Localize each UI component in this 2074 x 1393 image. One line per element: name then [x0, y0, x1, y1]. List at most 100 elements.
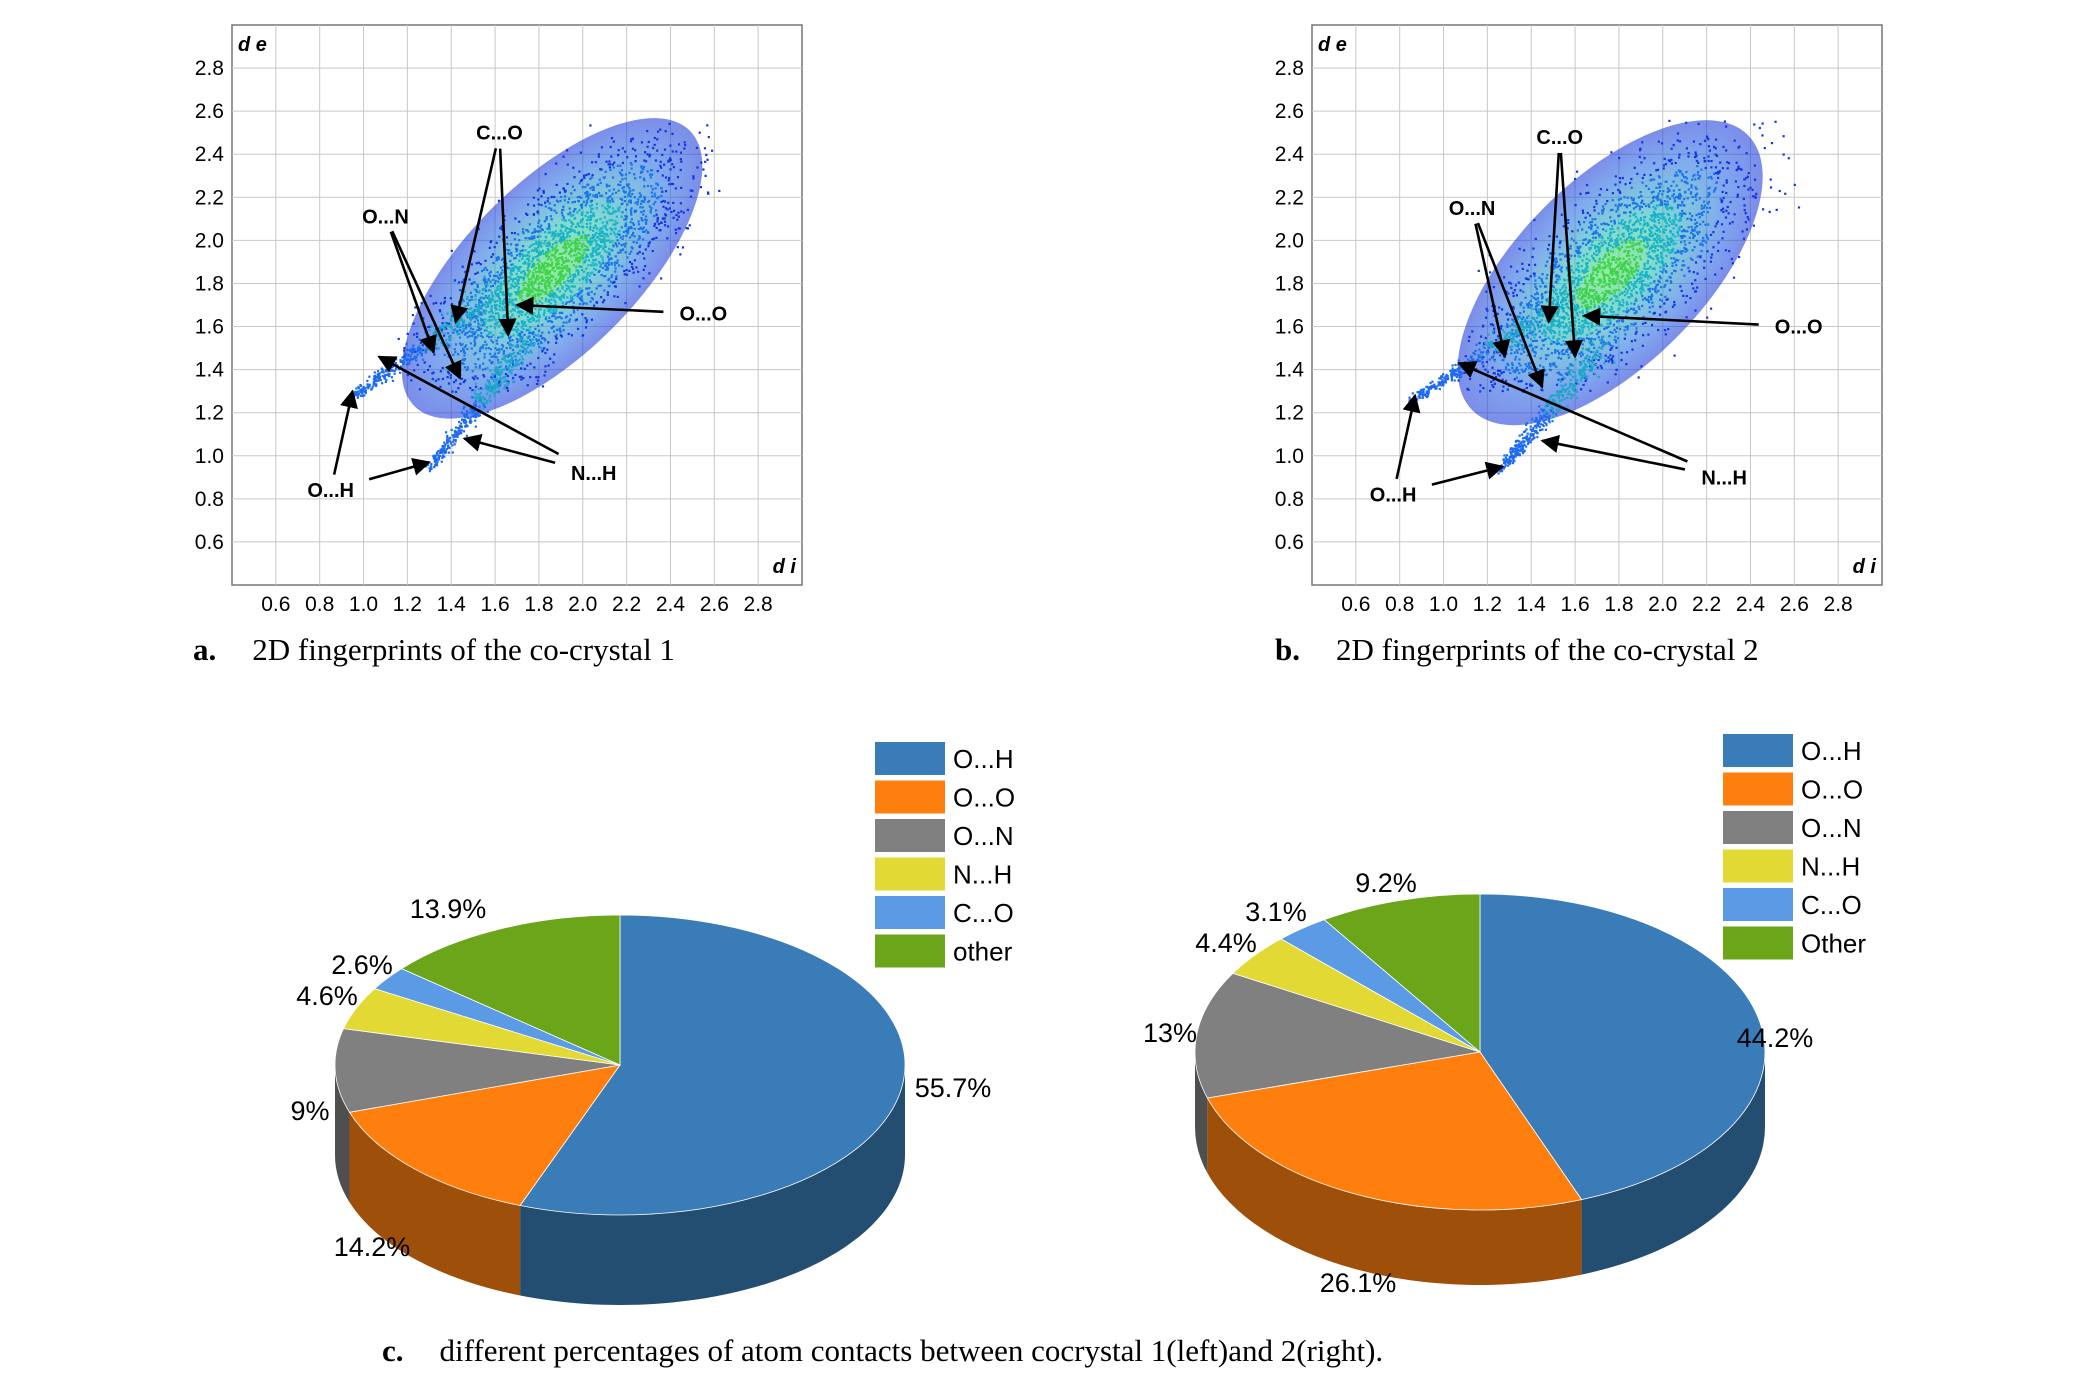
fingerprint-point: [514, 373, 517, 377]
fingerprint-spike-point: [413, 355, 416, 358]
fingerprint-point: [568, 272, 572, 275]
fingerprint-point: [1686, 217, 1689, 220]
fingerprint-point: [1602, 312, 1605, 315]
annotation-arrow: [368, 457, 432, 481]
fingerprint-point: [587, 172, 590, 176]
fingerprint-spike-point: [423, 331, 427, 334]
fingerprint-point: [1541, 297, 1544, 300]
fingerprint-point: [539, 334, 542, 338]
fingerprint-point: [611, 219, 614, 222]
fingerprint-point: [487, 336, 491, 339]
fingerprint-point: [1555, 324, 1559, 327]
fingerprint-point: [526, 262, 529, 265]
fingerprint-point: [581, 300, 584, 303]
fingerprint-point: [474, 385, 478, 388]
fingerprint-point: [1607, 223, 1610, 226]
fingerprint-point: [591, 247, 594, 250]
fingerprint-point: [1668, 217, 1671, 220]
fingerprint-point: [1706, 195, 1709, 198]
fingerprint-point: [1599, 364, 1602, 368]
fingerprint-point: [672, 216, 675, 220]
fingerprint-point: [536, 211, 539, 214]
fingerprint-point: [580, 265, 583, 268]
fingerprint-point: [638, 250, 641, 254]
fingerprint-spike-point: [468, 308, 471, 311]
fingerprint-point: [498, 235, 501, 238]
fingerprint-point: [502, 314, 505, 317]
fingerprint-point: [1690, 191, 1693, 194]
fingerprint-point: [471, 370, 474, 373]
fingerprint-spike-point: [410, 352, 414, 355]
fingerprint-point: [523, 300, 527, 303]
fingerprint-point: [640, 216, 643, 220]
fingerprint-point: [1572, 271, 1575, 274]
fingerprint-point: [536, 262, 539, 265]
fingerprint-point: [541, 228, 544, 232]
fingerprint-spike-point: [435, 451, 439, 454]
fingerprint-point: [663, 148, 667, 151]
fingerprint-point: [626, 228, 629, 231]
fingerprint-point: [483, 356, 486, 359]
fingerprint-point: [1656, 254, 1659, 257]
fingerprint-point: [485, 309, 488, 312]
fingerprint-spike-point: [471, 415, 474, 418]
fingerprint-point: [500, 276, 503, 279]
fingerprint-spike-point: [439, 450, 443, 453]
fingerprint-point: [490, 255, 493, 258]
fingerprint-point: [638, 236, 642, 240]
fingerprint-point: [429, 294, 432, 297]
fingerprint-point: [1659, 217, 1662, 220]
fingerprint-point: [543, 261, 547, 264]
fingerprint-point: [664, 207, 668, 210]
fingerprint-spike-point: [444, 451, 448, 454]
fingerprint-point: [1646, 252, 1649, 255]
fingerprint-spike-point: [490, 307, 493, 310]
fingerprint-spike-point: [529, 349, 532, 352]
fingerprint-point: [1607, 258, 1610, 261]
fingerprint-point: [1623, 290, 1626, 293]
fingerprint-point: [629, 189, 632, 192]
fingerprint-point: [525, 212, 528, 215]
fingerprint-point: [583, 176, 586, 179]
fingerprint-point: [1692, 287, 1695, 290]
fingerprint-point: [1531, 372, 1534, 376]
fingerprint-point: [551, 254, 554, 257]
fingerprint-point: [571, 185, 575, 188]
fingerprint-point: [661, 174, 664, 177]
fingerprint-point: [552, 237, 555, 240]
fingerprint-point: [495, 241, 498, 245]
fingerprint-point: [606, 265, 609, 269]
fingerprint-point: [587, 240, 591, 243]
fingerprint-point: [1567, 247, 1570, 250]
fingerprint-point: [499, 336, 502, 339]
fingerprint-point: [547, 308, 550, 311]
fingerprint-point: [1742, 237, 1746, 240]
fingerprint-point: [1627, 281, 1630, 285]
fingerprint-point: [562, 187, 565, 190]
fingerprint-spike-point: [445, 447, 449, 451]
fingerprint-spike-point: [373, 378, 376, 381]
fingerprint-point: [516, 279, 519, 282]
fingerprint-point: [514, 247, 518, 250]
fingerprint-point: [1633, 312, 1636, 315]
fingerprint-point: [1534, 237, 1537, 240]
fingerprint-point: [657, 196, 660, 199]
fingerprint-point: [510, 283, 513, 287]
fingerprint-point: [1596, 366, 1599, 369]
fingerprint-point: [487, 319, 490, 322]
fingerprint-spike-point: [504, 375, 507, 378]
fingerprint-point: [600, 230, 603, 233]
fingerprint-point: [565, 236, 568, 239]
fingerprint-point: [492, 334, 495, 337]
fingerprint-point: [675, 150, 678, 153]
fingerprint-point: [589, 193, 592, 196]
fingerprint-spike-point: [385, 373, 388, 377]
fingerprint-spike-point: [507, 381, 510, 385]
fingerprint-point: [579, 290, 582, 293]
fingerprint-point: [654, 187, 657, 190]
fingerprint-point: [561, 285, 564, 288]
fingerprint-point: [1519, 364, 1522, 367]
fingerprint-point: [603, 299, 606, 302]
fingerprint-point: [559, 256, 562, 260]
fingerprint-point: [1577, 261, 1580, 265]
